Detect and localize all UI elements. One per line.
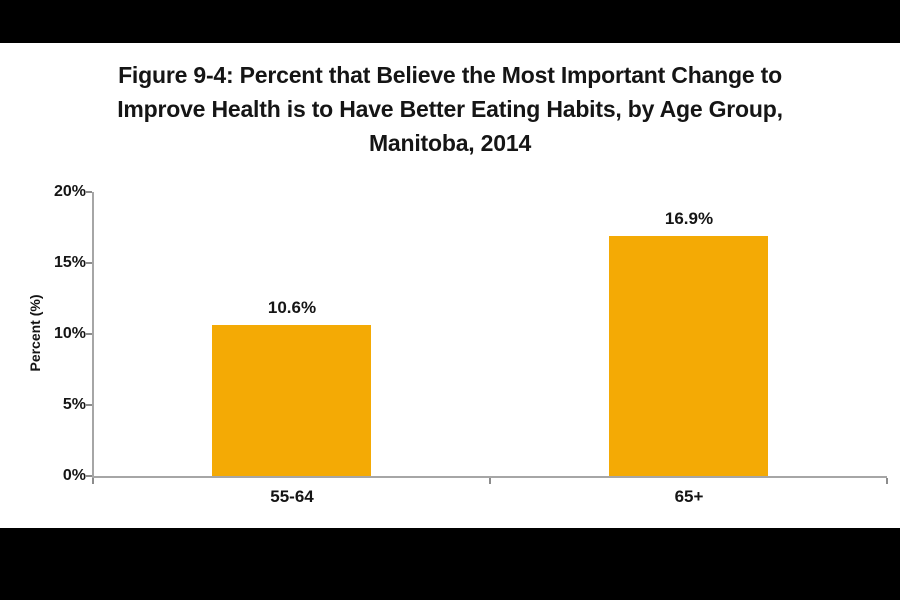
x-category-label: 55-64 — [270, 487, 314, 506]
y-tick-mark — [85, 191, 92, 193]
x-tick-mark — [886, 478, 888, 484]
y-tick-mark — [85, 333, 92, 335]
chart-title-line-2: Improve Health is to Have Better Eating … — [117, 96, 783, 122]
x-tick-mark — [489, 478, 491, 484]
y-tick-label: 20% — [53, 183, 86, 200]
bottom-black-band — [0, 528, 900, 600]
y-tick-label: 0% — [62, 467, 86, 484]
chart-title-line-3: Manitoba, 2014 — [368, 130, 532, 156]
y-axis-line — [92, 192, 94, 477]
chart-title: Figure 9-4: Percent that Believe the Mos… — [0, 58, 900, 160]
bar-55-64 — [212, 325, 371, 476]
y-tick-label: 5% — [62, 396, 86, 413]
bar-value-label: 10.6% — [267, 298, 317, 317]
x-tick-mark — [92, 478, 94, 484]
top-black-band — [0, 0, 900, 43]
y-tick-mark — [85, 404, 92, 406]
x-axis-line — [92, 476, 887, 478]
y-tick-label: 15% — [53, 254, 86, 271]
bar-value-label: 16.9% — [664, 209, 714, 228]
y-tick-mark — [85, 475, 92, 477]
y-tick-label: 10% — [53, 325, 86, 342]
bar-65+ — [609, 236, 768, 476]
x-category-label: 65+ — [674, 487, 704, 506]
chart-title-line-1: Figure 9-4: Percent that Believe the Mos… — [118, 62, 782, 88]
y-tick-mark — [85, 262, 92, 264]
